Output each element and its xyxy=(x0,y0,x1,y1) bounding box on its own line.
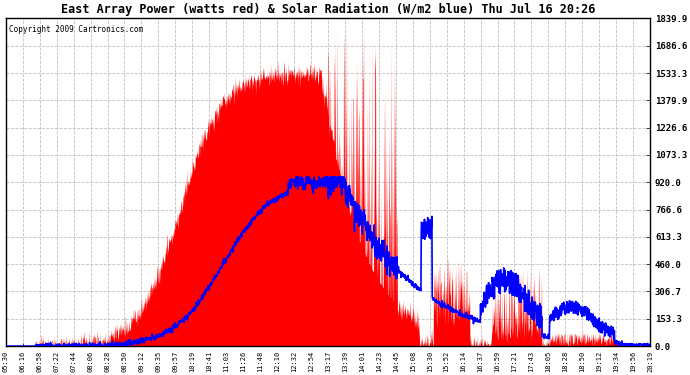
Title: East Array Power (watts red) & Solar Radiation (W/m2 blue) Thu Jul 16 20:26: East Array Power (watts red) & Solar Rad… xyxy=(61,3,595,16)
Text: Copyright 2009 Cartronics.com: Copyright 2009 Cartronics.com xyxy=(9,25,143,34)
